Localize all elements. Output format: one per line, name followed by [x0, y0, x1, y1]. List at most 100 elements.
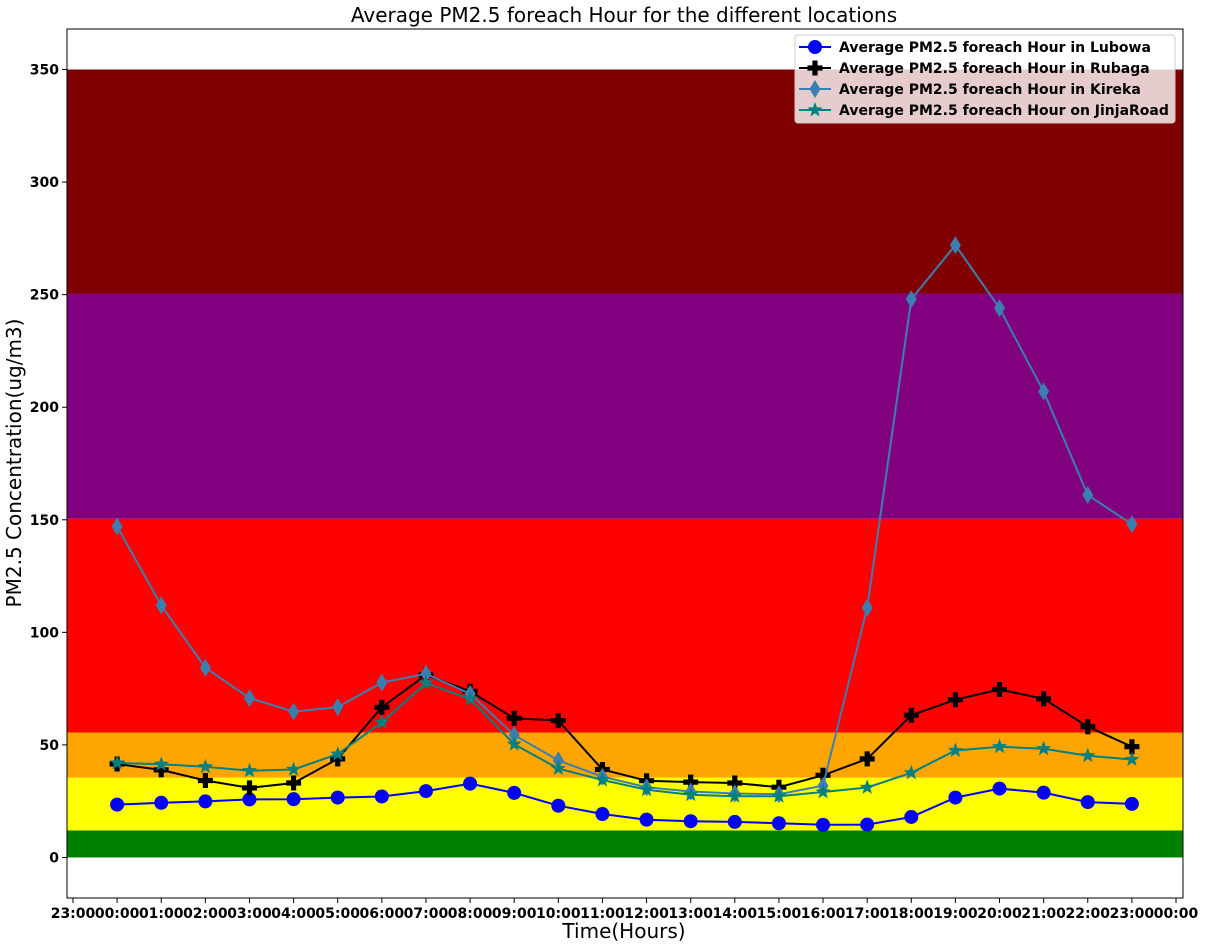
series-line-0 [117, 782, 1132, 826]
x-tick-label: 09:00 [492, 906, 537, 922]
data-point [286, 792, 301, 807]
x-tick-label: 03:00 [227, 906, 272, 922]
y-tick-label: 350 [30, 63, 59, 79]
data-point [1036, 740, 1052, 756]
chart-title: Average PM2.5 foreach Hour for the diffe… [351, 3, 897, 27]
data-point [330, 746, 346, 761]
data-point [1038, 382, 1050, 401]
legend-marker [808, 40, 822, 54]
data-point [1082, 486, 1094, 504]
x-tick-label: 16:00 [801, 906, 846, 922]
x-tick-label: 05:00 [315, 906, 360, 922]
data-point [286, 761, 302, 776]
data-point [1124, 751, 1140, 766]
data-point [815, 767, 831, 783]
data-point [1080, 747, 1096, 763]
x-tick-label: 10:00 [536, 906, 581, 922]
data-point [859, 779, 875, 794]
data-point [683, 814, 698, 829]
x-tick-label: 19:00 [933, 906, 978, 922]
aqi-band-3 [67, 518, 1183, 733]
aqi-band-2 [67, 732, 1183, 778]
data-point [1036, 691, 1052, 707]
data-point [861, 598, 873, 617]
data-point [727, 775, 743, 791]
x-tick-label: 18:00 [889, 906, 934, 922]
y-tick-label: 200 [30, 400, 59, 416]
x-tick-label: 02:00 [183, 906, 228, 922]
x-tick-label: 01:00 [139, 906, 184, 922]
series-line-3 [117, 681, 1132, 798]
data-point [639, 812, 654, 827]
data-point [683, 774, 699, 790]
y-tick-label: 150 [30, 513, 59, 529]
data-point [420, 664, 432, 683]
x-tick-label: 06:00 [360, 906, 405, 922]
y-axis: 0 50 100 150 200 250 300 350 [30, 63, 67, 866]
data-point [994, 299, 1005, 318]
x-tick-label: 23:00 [1110, 906, 1155, 922]
data-point [903, 764, 919, 780]
legend-marker [807, 60, 823, 76]
legend-marker [807, 102, 823, 117]
legend-marker [809, 80, 821, 98]
legend-label: Average PM2.5 foreach Hour in Kireka [839, 82, 1141, 98]
data-point [109, 754, 125, 770]
data-point [418, 784, 433, 799]
data-point [550, 760, 566, 775]
data-point [860, 817, 875, 832]
x-axis-label: Time(Hours) [561, 919, 685, 943]
legend: Average PM2.5 foreach Hour in Lubowa Aver… [794, 34, 1176, 124]
data-point [462, 691, 478, 706]
data-point [771, 788, 787, 803]
data-point [110, 797, 125, 812]
data-point [506, 710, 522, 726]
series-line-2 [116, 243, 1133, 796]
data-point [155, 596, 167, 615]
data-point [198, 794, 213, 809]
data-point [332, 698, 344, 717]
data-point [859, 751, 875, 767]
data-point [947, 742, 963, 757]
x-tick-label: 21:00 [1021, 906, 1066, 922]
x-axis: 23:00 00:00 01:00 02:00 03:00 04:00 05:00 06:00… [51, 898, 1199, 922]
x-tick-label: 13:00 [668, 906, 713, 922]
y-tick-label: 0 [49, 850, 59, 866]
data-point [330, 751, 346, 767]
aqi-band-4 [67, 293, 1183, 519]
y-tick-label: 250 [30, 288, 59, 304]
data-point [154, 795, 169, 810]
data-point [904, 809, 919, 824]
data-point [197, 773, 213, 788]
plot-frame [66, 28, 1184, 899]
x-tick-label: 00:00 [1154, 906, 1199, 922]
x-tick-label: 11:00 [580, 906, 625, 922]
data-point [374, 789, 389, 804]
data-point [506, 736, 522, 751]
x-tick-label: 08:00 [448, 906, 493, 922]
data-point [905, 290, 917, 309]
data-point [199, 658, 211, 677]
series-layer [109, 236, 1140, 832]
x-tick-label: 04:00 [271, 906, 316, 922]
y-tick-label: 300 [30, 175, 59, 191]
series-3 [109, 675, 1140, 803]
legend-label: Average PM2.5 foreach Hour in Lubowa [839, 40, 1151, 56]
data-point [594, 772, 610, 787]
data-point [241, 762, 258, 778]
data-point [949, 236, 961, 255]
y-tick-label: 100 [30, 625, 59, 641]
data-point [550, 713, 566, 729]
data-point [330, 790, 345, 805]
legend-item-3: Average PM2.5 foreach Hour on JinjaRoad [799, 102, 1169, 119]
data-point [111, 517, 123, 536]
data-point [903, 707, 919, 723]
x-tick-label: 14:00 [713, 906, 758, 922]
data-point [1080, 719, 1096, 735]
y-axis-label: PM2.5 Concentration(ug/m3) [2, 319, 26, 608]
data-point [551, 798, 566, 813]
data-point [244, 689, 255, 708]
legend-item-1: Average PM2.5 foreach Hour in Rubaga [799, 60, 1150, 77]
data-point [771, 816, 786, 831]
